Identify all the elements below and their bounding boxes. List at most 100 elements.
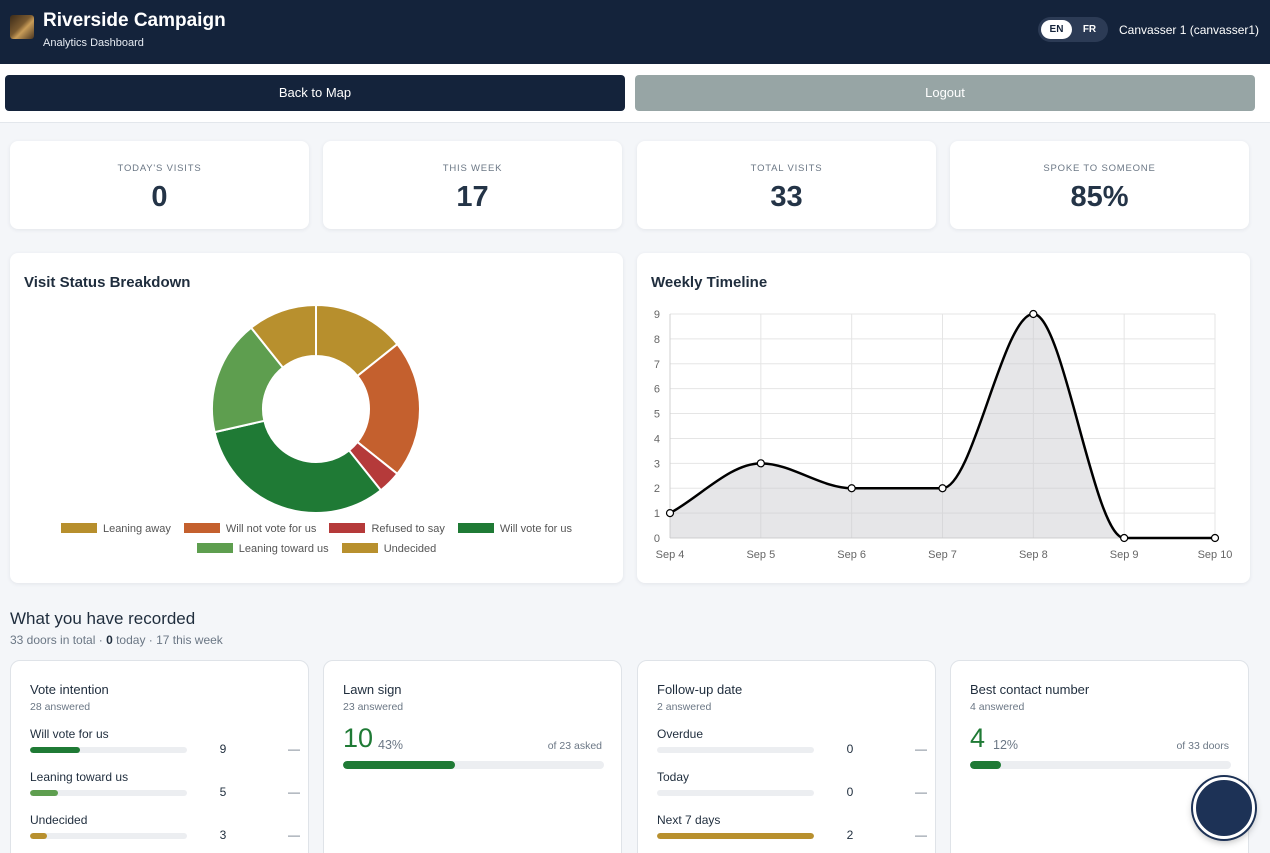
- visit-status-card: Visit Status Breakdown Leaning away Will…: [10, 253, 623, 583]
- row-bar: [30, 790, 187, 796]
- row-count: 9: [219, 742, 227, 756]
- data-point[interactable]: [1210, 533, 1220, 543]
- lang-fr-button[interactable]: FR: [1082, 24, 1097, 35]
- row-dash: —: [915, 785, 927, 799]
- legend-label: Leaning away: [102, 523, 171, 535]
- campaign-logo: [10, 15, 34, 39]
- list-item: Will vote for us 9 —: [30, 727, 300, 767]
- floating-action-button[interactable]: [1193, 777, 1255, 839]
- progress-bar: [970, 761, 1231, 769]
- big-percent: 12%: [993, 738, 1019, 752]
- row-label: Overdue: [657, 727, 704, 741]
- donut-slice[interactable]: [356, 342, 421, 476]
- y-tick-label: 3: [654, 458, 660, 470]
- row-count: 2: [846, 828, 854, 842]
- data-point[interactable]: [938, 484, 947, 493]
- stat-label: TOTAL VISITS: [750, 163, 823, 174]
- y-tick-label: 9: [654, 309, 660, 321]
- card-answered: 4 answered: [970, 701, 1025, 713]
- app-header: Riverside Campaign Analytics Dashboard E…: [0, 0, 1270, 64]
- legend-label: Will not vote for us: [225, 523, 317, 535]
- chart-title: Visit Status Breakdown: [24, 274, 191, 291]
- donut-slice[interactable]: [213, 419, 383, 514]
- y-tick-label: 6: [654, 384, 660, 396]
- data-point[interactable]: [756, 459, 765, 468]
- stat-value: 85%: [1070, 181, 1129, 213]
- card-title: Vote intention: [30, 682, 109, 697]
- legend-item[interactable]: Refused to say: [329, 523, 445, 535]
- progress-bar-fill: [343, 761, 456, 769]
- line-chart: 0 1 2 3 4 5 6 7 8 9 Sep 4 Sep 5 Sep 6 Sep 7 Sep 8 Sep 9…: [654, 309, 1233, 561]
- legend-swatch: [60, 523, 97, 533]
- legend-item[interactable]: Undecided: [341, 543, 437, 555]
- of-text: of 23 asked: [547, 740, 602, 752]
- row-bar: [30, 833, 187, 839]
- weekly-timeline-card: Weekly Timeline 0 1 2 3 4 5 6 7 8 9 Sep 4 Sep 5 Sep …: [637, 253, 1250, 583]
- row-count: 0: [846, 785, 854, 799]
- x-tick-label: Sep 9: [1110, 549, 1139, 561]
- list-item: Overdue 0 —: [657, 727, 927, 767]
- big-number: 4: [970, 723, 986, 753]
- legend-label: Leaning toward us: [238, 543, 329, 555]
- action-bar: Back to Map Logout: [0, 64, 1270, 123]
- donut-legend-row-2: Leaning toward us Undecided: [10, 543, 623, 555]
- back-to-map-button[interactable]: Back to Map: [5, 75, 625, 111]
- legend-item[interactable]: Leaning toward us: [196, 543, 329, 555]
- area-fill: [670, 314, 1215, 538]
- summary-today: 0: [106, 633, 113, 647]
- row-label: Will vote for us: [30, 727, 109, 741]
- data-point[interactable]: [847, 484, 856, 493]
- row-dash: —: [288, 785, 300, 799]
- stat-value: 17: [456, 181, 489, 213]
- legend-item[interactable]: Will vote for us: [457, 523, 572, 535]
- donut-slice[interactable]: [249, 303, 317, 369]
- row-count: 3: [219, 828, 227, 842]
- app-title: Riverside Campaign: [43, 10, 226, 31]
- legend-swatch: [457, 523, 494, 533]
- card-answered: 28 answered: [30, 701, 91, 713]
- stat-card-today: TODAY'S VISITS 0: [10, 141, 309, 229]
- legend-swatch: [329, 523, 366, 533]
- list-item: Next 7 days 2 —: [657, 813, 927, 853]
- row-count: 5: [219, 785, 227, 799]
- legend-swatch: [196, 543, 233, 553]
- list-item: Undecided 3 —: [30, 813, 300, 853]
- legend-swatch: [341, 543, 378, 553]
- lang-en-button[interactable]: EN: [1041, 20, 1072, 39]
- row-bar-fill: [657, 833, 814, 839]
- chart-title: Weekly Timeline: [651, 274, 768, 291]
- legend-label: Refused to say: [371, 523, 445, 535]
- stat-value: 0: [151, 181, 168, 213]
- x-tick-label: Sep 5: [746, 549, 775, 561]
- data-point[interactable]: [1029, 309, 1038, 319]
- legend-swatch: [183, 523, 220, 533]
- x-tick-label: Sep 8: [1019, 549, 1048, 561]
- stat-label: SPOKE TO SOMEONE: [1043, 163, 1156, 174]
- row-label: Undecided: [30, 813, 88, 827]
- stat-label: THIS WEEK: [442, 163, 503, 174]
- list-item: Today 0 —: [657, 770, 927, 810]
- card-title: Follow-up date: [657, 682, 743, 697]
- stat-card-total: TOTAL VISITS 33: [637, 141, 936, 229]
- legend-item[interactable]: Will not vote for us: [183, 523, 317, 535]
- stat-label: TODAY'S VISITS: [117, 163, 202, 174]
- data-point[interactable]: [665, 509, 675, 518]
- row-bar: [657, 747, 814, 753]
- data-point[interactable]: [1120, 533, 1129, 543]
- card-title: Best contact number: [970, 682, 1090, 697]
- card-answered: 23 answered: [343, 701, 404, 713]
- legend-label: Undecided: [383, 543, 437, 555]
- row-dash: —: [915, 742, 927, 756]
- lawn-sign-card: Lawn sign 23 answered 10 43% of 23 asked: [323, 660, 622, 853]
- row-bar-fill: [30, 833, 48, 839]
- row-dash: —: [915, 828, 927, 842]
- x-tick-label: Sep 10: [1198, 549, 1233, 561]
- vote-intention-card: Vote intention 28 answered Will vote for…: [10, 660, 309, 853]
- legend-item[interactable]: Leaning away: [60, 523, 171, 535]
- row-bar-fill: [30, 747, 81, 753]
- y-tick-label: 1: [654, 508, 660, 520]
- logout-button[interactable]: Logout: [635, 75, 1255, 111]
- stat-card-week: THIS WEEK 17: [323, 141, 622, 229]
- row-bar: [657, 833, 814, 839]
- y-tick-label: 8: [654, 334, 660, 346]
